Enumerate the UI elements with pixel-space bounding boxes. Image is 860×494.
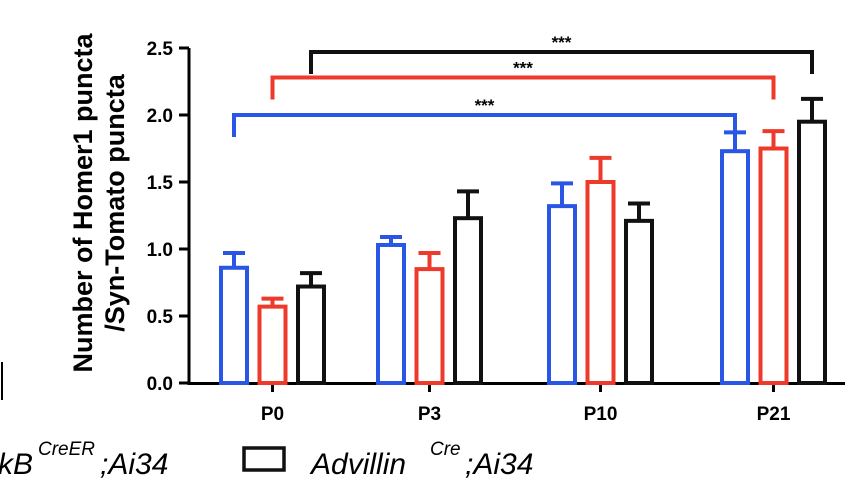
bar-black-P0 (296, 284, 326, 385)
y-axis-title: Number of Homer1 puncta /Syn-Tomato punc… (68, 32, 130, 372)
y-tick-label-2: 1.0 (147, 240, 173, 261)
sig-label-blue: *** (475, 96, 495, 115)
bar-black-P21 (797, 119, 827, 385)
legend-entry-advillin: Advillin Cre ;Ai34 (242, 439, 533, 481)
x-tick-label-P0: P0 (261, 404, 284, 425)
y-axis-ticks: 0.0 0.5 1.0 1.5 2.0 2.5 (147, 39, 189, 395)
bar-series (219, 96, 827, 386)
bar-black-P3 (453, 216, 483, 385)
sig-label-red: *** (513, 58, 533, 77)
sig-bracket-red (270, 75, 776, 100)
y-tick-label-3: 1.5 (147, 173, 174, 194)
bar-blue-P3 (376, 242, 406, 385)
y-tick-label-5: 2.5 (147, 39, 174, 60)
legend-label-advillin-base: Advillin (309, 448, 406, 481)
legend-swatch-advillin (242, 446, 286, 472)
x-axis-ticks: P0 P3 P10 P21 (261, 383, 791, 425)
y-axis-title-line1: Number of Homer1 puncta (68, 32, 98, 372)
y-tick-label-0: 0.0 (147, 374, 173, 395)
y-axis-title-line2: /Syn-Tomato puncta (100, 73, 130, 331)
bar-red-P0 (257, 304, 288, 385)
legend-label-advillin-rest: ;Ai34 (465, 448, 533, 481)
bar-blue-P21 (720, 149, 750, 385)
legend-label-advillin-sup: Cre (430, 439, 461, 460)
significance-brackets: *** *** *** (232, 33, 814, 137)
x-tick-label-P21: P21 (757, 404, 791, 425)
sig-label-black: *** (552, 33, 572, 52)
sig-bracket-black (309, 50, 814, 75)
bar-black-P10 (624, 218, 654, 385)
bar-red-P21 (758, 146, 789, 385)
x-tick-label-P10: P10 (584, 404, 618, 425)
y-tick-label-4: 2.0 (147, 106, 173, 127)
legend-entry-creer: kB CreER ;Ai34 (0, 439, 168, 481)
bar-red-P3 (414, 267, 445, 386)
x-tick-label-P3: P3 (418, 404, 441, 425)
legend-label-creer-base: kB (0, 448, 33, 481)
legend: kB CreER ;Ai34 Advillin Cre ;Ai34 (0, 439, 533, 481)
bar-blue-P10 (547, 204, 577, 385)
sig-bracket-blue (232, 113, 737, 137)
legend-label-creer-sup: CreER (38, 439, 95, 460)
legend-label-creer-rest: ;Ai34 (100, 448, 168, 481)
bar-red-P10 (585, 180, 616, 385)
y-tick-label-1: 0.5 (147, 307, 174, 328)
bar-blue-P0 (219, 265, 249, 386)
